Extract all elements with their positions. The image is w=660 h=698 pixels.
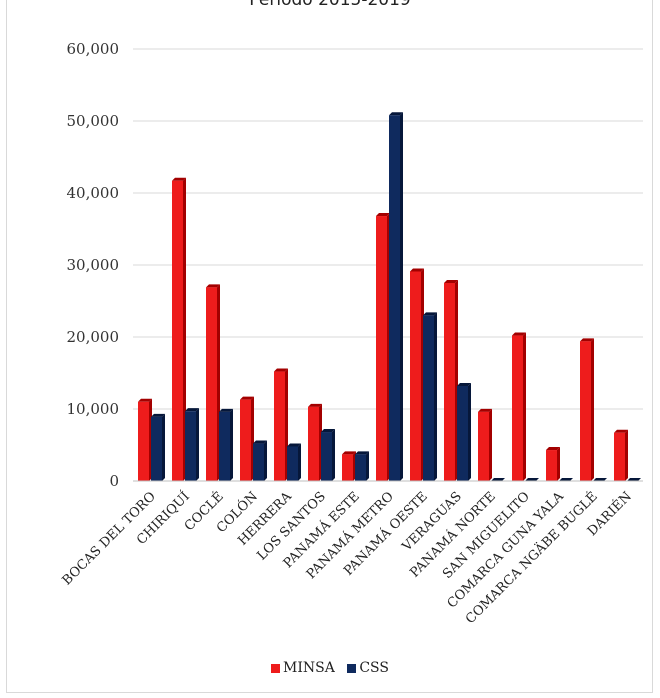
bar-css [457, 385, 468, 481]
bar-minsa [512, 335, 523, 481]
bar-minsa [444, 283, 455, 481]
bar-top-css [593, 478, 607, 481]
bar-side-css [332, 429, 335, 481]
bar-minsa [546, 450, 557, 481]
legend-swatch-css [347, 663, 357, 673]
bar-css [185, 411, 196, 481]
bar-css [423, 315, 434, 481]
bar-top-minsa [478, 408, 492, 412]
bar-top-css [423, 312, 437, 316]
bar-top-css [151, 413, 165, 417]
bar-top-css [355, 451, 369, 455]
bar-top-css [287, 443, 301, 447]
chart-title: Periodo 2015-2019 [249, 0, 411, 10]
bar-css [321, 432, 332, 481]
bar-css [219, 411, 230, 481]
bar-css [355, 454, 366, 481]
bar-top-minsa [512, 332, 526, 336]
bar-top-css [321, 429, 335, 433]
legend-swatch-minsa [271, 663, 281, 673]
y-tick-label: 60,000 [67, 40, 120, 58]
bar-top-minsa [172, 177, 186, 181]
bar-top-css [559, 478, 573, 481]
bar-top-minsa [580, 338, 594, 342]
legend: MINSA CSS [0, 660, 660, 677]
bar-top-minsa [206, 284, 220, 288]
bar-side-minsa [489, 408, 492, 481]
bar-side-minsa [523, 332, 526, 481]
legend-label-css: CSS [359, 660, 389, 676]
bar-minsa [342, 454, 353, 481]
y-tick-label: 10,000 [67, 400, 120, 418]
bar-top-minsa [376, 213, 390, 217]
bar-top-minsa [444, 280, 458, 283]
bar-top-minsa [274, 368, 288, 372]
bar-minsa [614, 432, 625, 481]
y-tick-label: 50,000 [67, 112, 120, 130]
bar-top-minsa [614, 429, 628, 433]
bar-minsa [410, 271, 421, 481]
bar-minsa [376, 216, 387, 482]
bar-side-css [230, 408, 233, 481]
bar-side-css [366, 451, 369, 481]
y-tick-label: 40,000 [67, 184, 120, 202]
bar-minsa [580, 341, 591, 481]
bar-side-minsa [183, 177, 186, 481]
y-tick-label: 30,000 [67, 256, 120, 274]
bar-side-css [264, 440, 267, 481]
bar-top-css [253, 440, 267, 444]
legend-item-css: CSS [347, 660, 389, 676]
bar-top-css [389, 112, 403, 116]
bar-minsa [138, 401, 149, 481]
legend-label-minsa: MINSA [283, 660, 335, 676]
bar-top-minsa [342, 451, 356, 455]
bar-css [253, 443, 264, 481]
bar-top-css [525, 478, 539, 481]
y-tick-label: 20,000 [67, 328, 120, 346]
bar-top-minsa [308, 403, 322, 407]
bar-side-css [400, 112, 403, 482]
bar-side-css [162, 413, 165, 481]
bar-minsa [274, 371, 285, 481]
y-tick-label: 0 [109, 472, 119, 490]
bar-top-minsa [410, 268, 424, 272]
bar-top-minsa [138, 398, 152, 402]
bar-top-css [457, 382, 471, 386]
bar-css [287, 446, 298, 481]
bar-css [389, 115, 400, 482]
bar-minsa [206, 287, 217, 481]
bar-top-minsa [546, 447, 560, 451]
bar-side-css [298, 443, 301, 481]
bar-minsa [478, 411, 489, 481]
bar-side-minsa [591, 338, 594, 481]
bar-top-css [491, 478, 505, 481]
bar-side-minsa [557, 447, 560, 481]
bar-minsa [172, 180, 183, 481]
bar-top-minsa [240, 396, 254, 400]
bar-side-css [196, 408, 199, 481]
bar-top-css [627, 478, 641, 481]
bar-minsa [240, 399, 251, 481]
legend-item-minsa: MINSA [271, 660, 335, 676]
bar-top-css [185, 408, 199, 412]
bar-side-css [434, 312, 437, 481]
bar-side-css [468, 382, 471, 481]
bar-css [151, 416, 162, 481]
chart-frame [6, 0, 653, 693]
bar-top-css [219, 408, 233, 412]
bar-side-minsa [625, 429, 628, 481]
bar-minsa [308, 406, 319, 481]
